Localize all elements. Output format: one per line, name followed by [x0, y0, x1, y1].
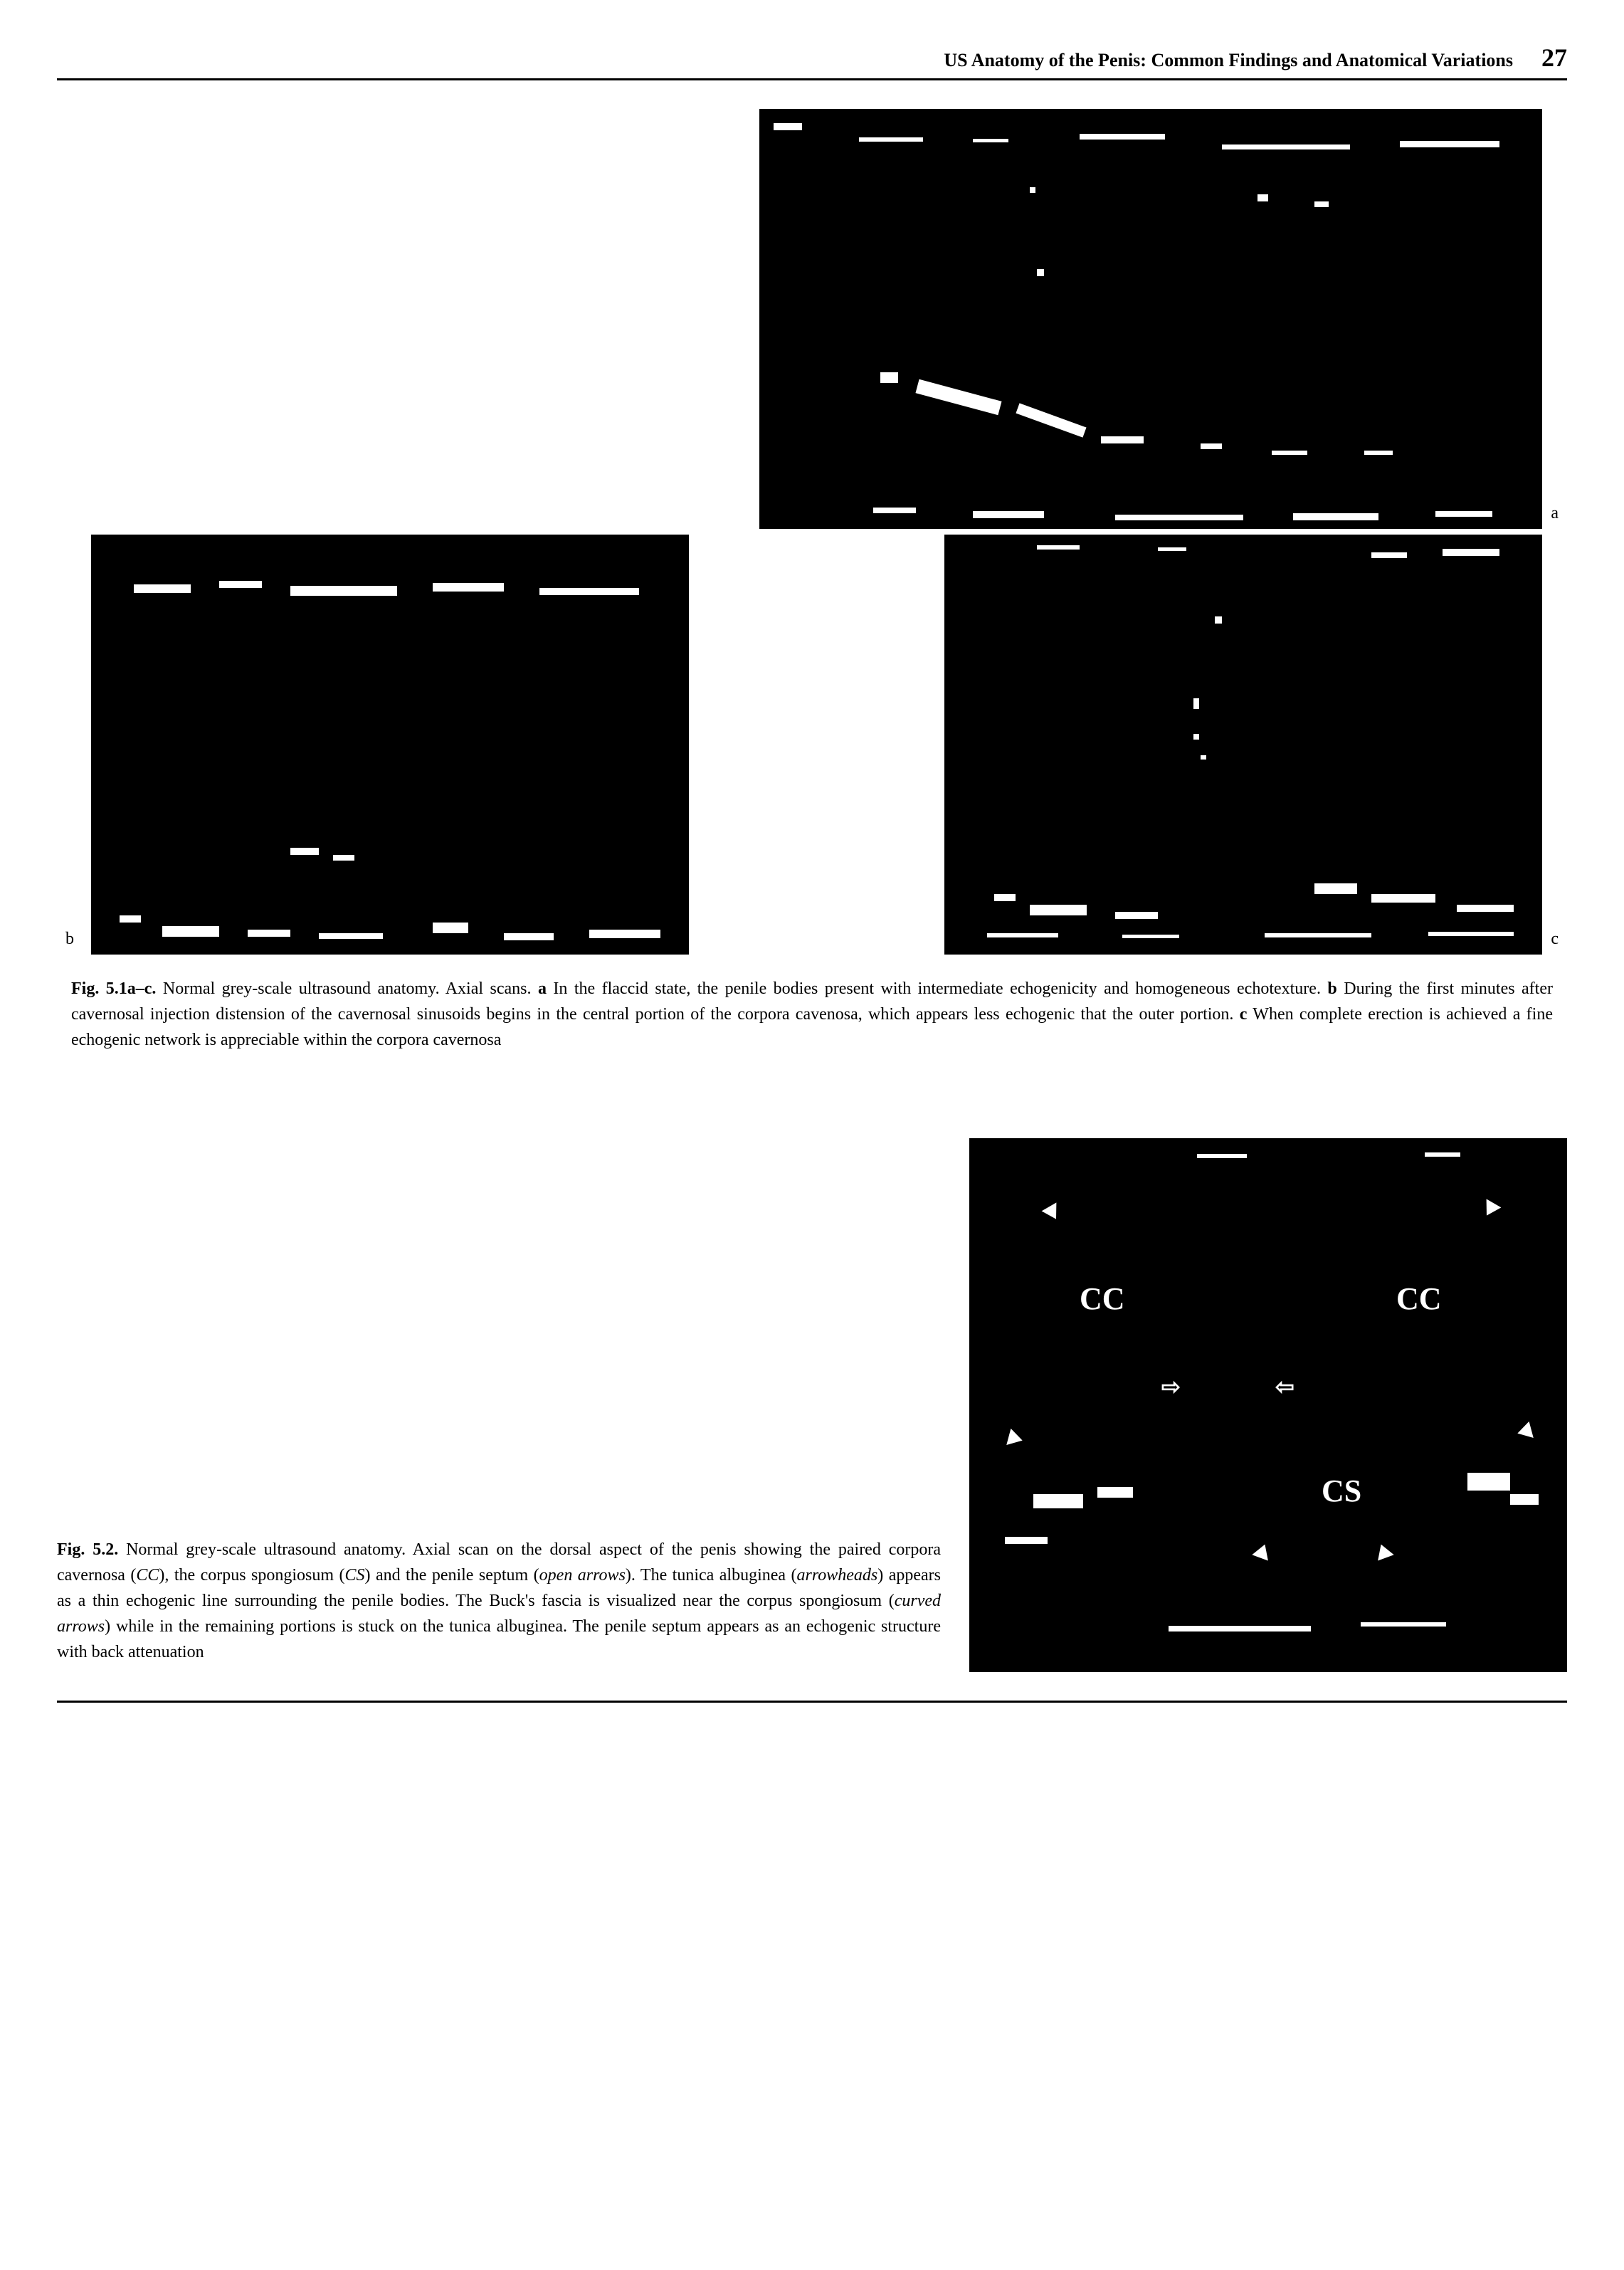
- image-a-wrapper: a: [759, 109, 1567, 529]
- ultrasound-image-c: [944, 535, 1542, 955]
- caption-text: ) and the penile septum (: [365, 1566, 539, 1585]
- image-label-c: c: [1551, 930, 1559, 949]
- caption-italic: CC: [136, 1566, 159, 1585]
- image-label-a: a: [1551, 504, 1559, 523]
- figure-5-1-caption: Fig. 5.1a–c. Normal grey-scale ultrasoun…: [57, 976, 1567, 1053]
- arrowhead-icon: [1480, 1199, 1502, 1219]
- caption-bold-c: c: [1240, 1005, 1248, 1024]
- page-footer-rule: [57, 1701, 1567, 1703]
- figure-5-2: Fig. 5.2. Normal grey-scale ultrasound a…: [57, 1138, 1567, 1672]
- curved-arrow-icon: [1252, 1541, 1272, 1560]
- curved-arrow-icon: [1373, 1541, 1393, 1560]
- arrowhead-icon: [1515, 1422, 1534, 1441]
- caption-text: In the flaccid state, the penile bodies …: [547, 979, 1327, 998]
- caption-2-wrapper: Fig. 5.2. Normal grey-scale ultrasound a…: [57, 1537, 941, 1672]
- caption-text: ). The tunica albuginea (: [626, 1566, 797, 1585]
- ultrasound-image-5-2: CC CC ⇨ ⇦ CS: [969, 1138, 1567, 1672]
- figure-row-bottom: b: [57, 535, 1567, 955]
- cc-label-right: CC: [1396, 1281, 1442, 1317]
- header-title: US Anatomy of the Penis: Common Findings…: [944, 50, 1513, 71]
- page-number: 27: [1541, 43, 1567, 73]
- figure-row-top: a: [57, 109, 1567, 529]
- caption-prefix: Fig. 5.2.: [57, 1540, 118, 1559]
- ultrasound-image-a: [759, 109, 1542, 529]
- caption-text: Normal grey-scale ultrasound anatomy. Ax…: [156, 979, 538, 998]
- page-header: US Anatomy of the Penis: Common Findings…: [57, 43, 1567, 80]
- image-c-wrapper: c: [944, 535, 1567, 955]
- caption-bold-b: b: [1327, 979, 1336, 998]
- caption-prefix: Fig. 5.1a–c.: [71, 979, 156, 998]
- caption-italic: open arrows: [539, 1566, 626, 1585]
- open-arrow-left-icon: ⇦: [1275, 1373, 1295, 1400]
- image-52-wrapper: CC CC ⇨ ⇦ CS: [969, 1138, 1567, 1672]
- image-label-b: b: [65, 930, 74, 949]
- caption-bold-a: a: [538, 979, 547, 998]
- figure-5-2-caption: Fig. 5.2. Normal grey-scale ultrasound a…: [57, 1537, 941, 1665]
- caption-text: ), the corpus spongiosum (: [159, 1566, 344, 1585]
- caption-italic: arrowheads: [796, 1566, 877, 1585]
- figure-5-1: a b: [57, 109, 1567, 1053]
- arrowhead-icon: [1006, 1429, 1025, 1449]
- caption-text: ) while in the remaining portions is stu…: [57, 1617, 941, 1661]
- open-arrow-right-icon: ⇨: [1161, 1373, 1181, 1400]
- cs-label: CS: [1322, 1473, 1361, 1509]
- cc-label-left: CC: [1080, 1281, 1125, 1317]
- arrowhead-icon: [1042, 1202, 1064, 1223]
- caption-italic: CS: [345, 1566, 365, 1585]
- ultrasound-image-b: [91, 535, 689, 955]
